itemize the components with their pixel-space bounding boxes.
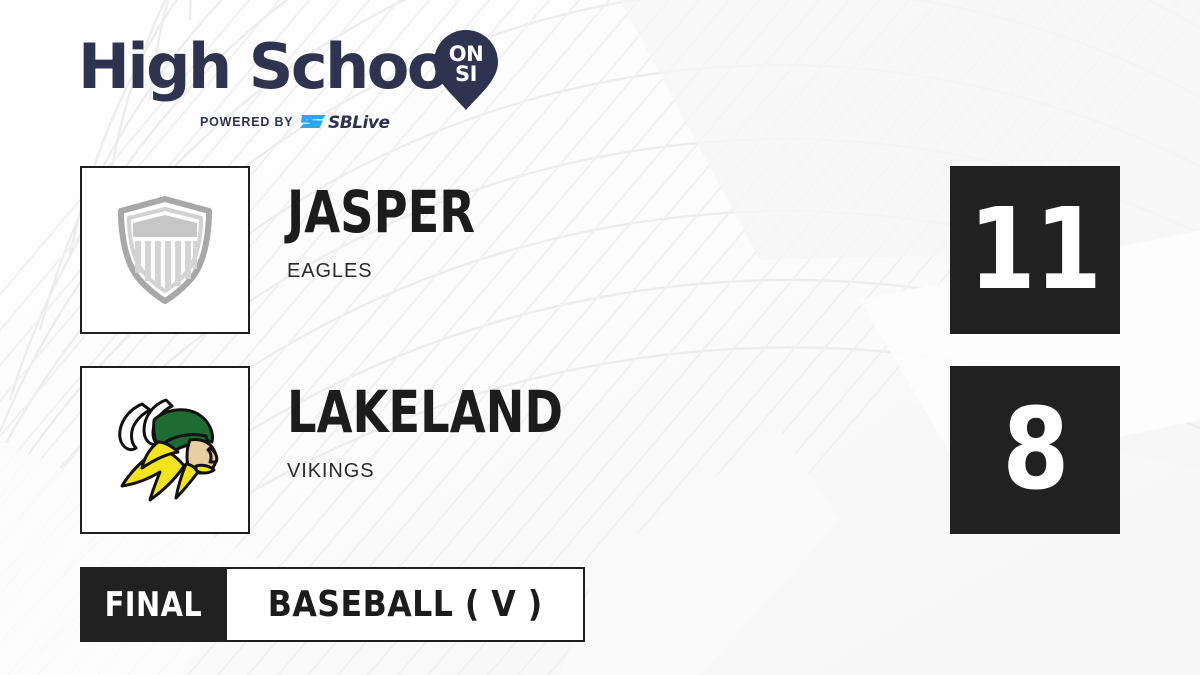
team-score-box: 11 [950,166,1120,334]
sport-label: BASEBALL ( V ) [267,584,543,625]
brand-logo-lockup: High School ON SI POWERED BY SBLive [78,30,518,136]
team-logo-card[interactable] [80,166,250,334]
team-mascot: EAGLES [287,260,373,282]
team-name: LAKELAND [287,378,563,446]
team-logo-card[interactable] [80,366,250,534]
team-text-block: LAKELAND VIKINGS [287,382,632,483]
team-name: JASPER [287,178,476,246]
team-score-box: 8 [950,366,1120,534]
powered-by-lockup: POWERED BY SBLive [200,112,424,131]
sport-label-panel: BASEBALL ( V ) [227,567,586,642]
sblive-wordmark: SBLive [328,113,389,131]
brand-wordmark: High School [78,30,468,103]
on-si-pin-top-text: ON [449,42,483,66]
sblive-logo-icon: SBLive [300,113,390,131]
generic-shield-placeholder-icon [117,196,213,304]
viking-head-mascot-icon [118,398,219,502]
team-score: 8 [1001,385,1069,515]
powered-by-label: POWERED BY [200,114,294,129]
status-badge-label: FINAL [104,584,203,625]
game-status-bar: FINAL BASEBALL ( V ) [80,567,586,642]
team-score: 11 [968,185,1102,315]
status-badge: FINAL [80,567,227,642]
team-mascot: VIKINGS [287,460,375,482]
on-si-pin-bottom-text: SI [455,62,477,86]
team-text-block: JASPER EAGLES [287,182,522,283]
on-si-pin-icon: ON SI [434,30,498,110]
